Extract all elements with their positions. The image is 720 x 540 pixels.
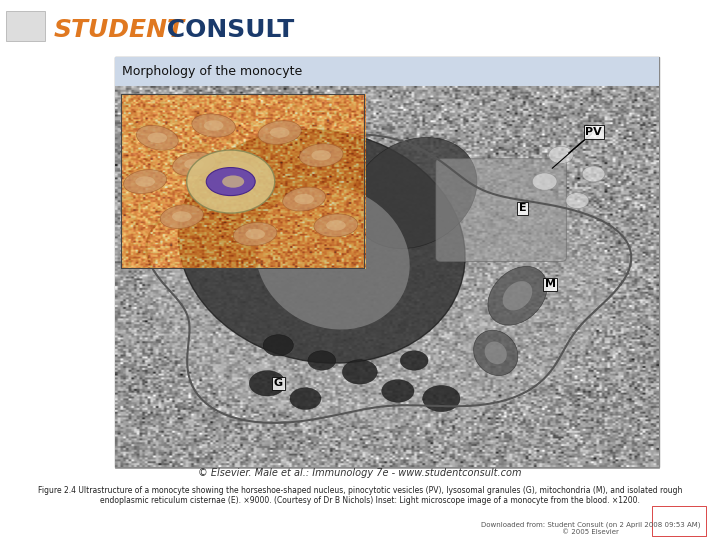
Ellipse shape — [179, 130, 465, 363]
Text: M: M — [544, 279, 556, 289]
Text: Downloaded from: Student Consult (on 2 April 2008 09:53 AM)
© 2005 Elsevier: Downloaded from: Student Consult (on 2 A… — [481, 522, 700, 535]
Text: ELSEVIER: ELSEVIER — [667, 519, 689, 523]
FancyBboxPatch shape — [115, 57, 659, 467]
Ellipse shape — [148, 132, 167, 143]
Ellipse shape — [256, 186, 410, 329]
Ellipse shape — [312, 150, 331, 160]
Ellipse shape — [283, 187, 325, 211]
FancyBboxPatch shape — [115, 86, 659, 467]
Ellipse shape — [485, 342, 507, 364]
Ellipse shape — [145, 141, 607, 427]
Ellipse shape — [294, 194, 314, 204]
Ellipse shape — [192, 114, 235, 137]
Text: Morphology of the monocyte: Morphology of the monocyte — [122, 65, 302, 78]
FancyBboxPatch shape — [436, 159, 567, 261]
Text: ELSEVIER: ELSEVIER — [17, 24, 34, 28]
Ellipse shape — [204, 120, 223, 131]
Text: Figure 2.4 Ultrastructure of a monocyte showing the horseshoe-shaped nucleus, pi: Figure 2.4 Ultrastructure of a monocyte … — [38, 486, 682, 505]
Ellipse shape — [326, 220, 346, 231]
Ellipse shape — [124, 170, 166, 193]
Circle shape — [423, 386, 460, 411]
Ellipse shape — [488, 266, 547, 325]
Ellipse shape — [314, 214, 358, 237]
FancyBboxPatch shape — [6, 11, 45, 40]
Ellipse shape — [135, 177, 155, 187]
Ellipse shape — [474, 330, 518, 375]
Circle shape — [264, 335, 293, 356]
Circle shape — [382, 380, 414, 402]
Ellipse shape — [246, 229, 265, 239]
Ellipse shape — [161, 205, 203, 228]
Ellipse shape — [184, 159, 204, 170]
Circle shape — [532, 173, 557, 190]
Circle shape — [186, 150, 275, 213]
Ellipse shape — [351, 138, 477, 248]
Ellipse shape — [228, 167, 248, 178]
Ellipse shape — [222, 176, 244, 188]
Circle shape — [566, 193, 589, 208]
Ellipse shape — [136, 125, 179, 150]
FancyBboxPatch shape — [115, 57, 659, 86]
Circle shape — [400, 351, 428, 370]
Circle shape — [290, 388, 321, 409]
Circle shape — [549, 146, 573, 164]
Text: PV: PV — [585, 127, 602, 137]
FancyBboxPatch shape — [652, 506, 706, 536]
Ellipse shape — [206, 167, 255, 195]
Text: STUDENT: STUDENT — [54, 18, 185, 42]
Circle shape — [249, 370, 286, 396]
Ellipse shape — [173, 152, 215, 176]
Text: E: E — [519, 203, 527, 213]
Ellipse shape — [217, 160, 259, 185]
Text: G: G — [274, 379, 283, 388]
Ellipse shape — [300, 144, 343, 167]
Ellipse shape — [503, 281, 532, 310]
Circle shape — [582, 166, 605, 182]
Ellipse shape — [270, 127, 289, 138]
Ellipse shape — [233, 222, 277, 246]
Ellipse shape — [172, 211, 192, 222]
Text: © Elsevier. Male et al.: Immunology 7e - www.studentconsult.com: © Elsevier. Male et al.: Immunology 7e -… — [198, 468, 522, 477]
Ellipse shape — [258, 121, 301, 144]
Circle shape — [308, 351, 336, 370]
Circle shape — [343, 360, 377, 384]
Text: CONSULT: CONSULT — [158, 18, 294, 42]
